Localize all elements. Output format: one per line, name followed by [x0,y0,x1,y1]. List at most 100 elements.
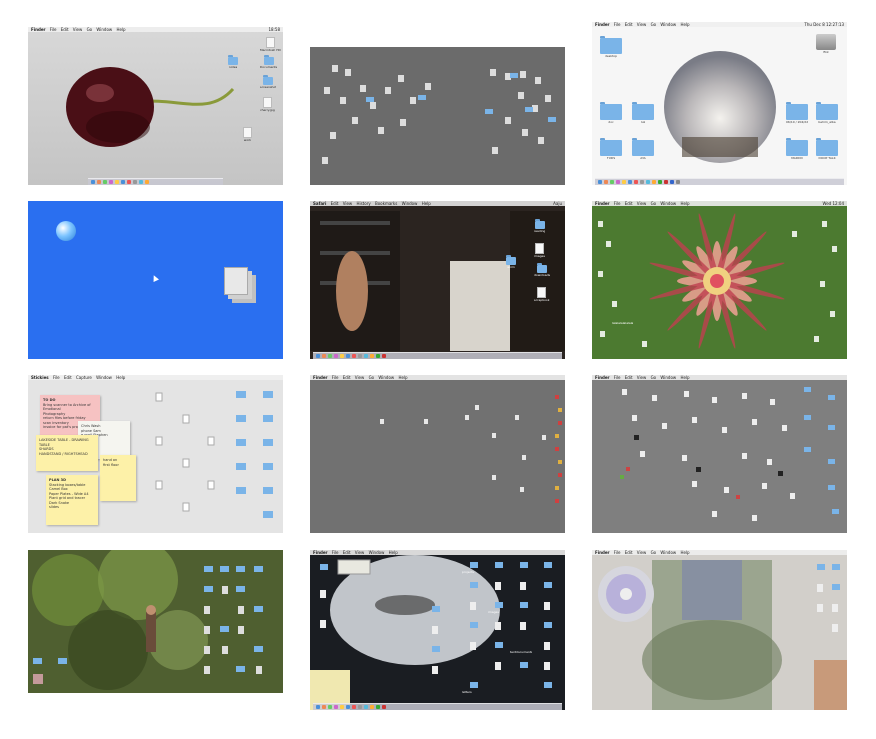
desktop-icon[interactable]: screenshot [260,75,276,89]
dock-app-icon[interactable] [664,180,668,184]
menu-edit[interactable]: Edit [63,375,72,380]
desktop-screenshot-photo-man[interactable]: Safari Edit View History Bookmarks Windo… [310,201,565,359]
menu-window[interactable]: Window [660,375,677,380]
desktop-screenshot-grey-sparse[interactable]: Finder File Edit View Go Window Help [310,375,565,533]
dock-app-icon[interactable] [340,354,344,358]
desktop-icon[interactable]: reading [534,219,545,233]
menu-file[interactable]: File [52,375,60,380]
dock-app-icon[interactable] [376,354,380,358]
desktop-icon[interactable]: cherry.jpg [260,97,275,112]
dock-app-icon[interactable] [364,705,368,709]
menu-view[interactable]: View [636,201,647,206]
menu-capture[interactable]: Capture [75,375,92,380]
menu-view[interactable]: View [636,550,647,555]
dock-app-icon[interactable] [382,705,386,709]
dock-app-icon[interactable] [346,354,350,358]
menu-go[interactable]: Go [650,550,657,555]
dock-app-icon[interactable] [91,180,95,184]
dock-app-icon[interactable] [652,180,656,184]
desktop-screenshot-forest[interactable] [28,550,283,693]
dock-app-icon[interactable] [370,354,374,358]
dock-app-icon[interactable] [328,705,332,709]
desktop-screenshot-portrait[interactable]: Finder File Edit View Window Help projec… [310,550,565,710]
dock-app-icon[interactable] [97,180,101,184]
menu-app[interactable]: Finder [595,550,610,555]
menu-window[interactable]: Window [660,550,677,555]
menu-window[interactable]: Window [660,22,677,27]
menu-view[interactable]: View [342,201,353,206]
dock-app-icon[interactable] [334,354,338,358]
menu-help[interactable]: Help [388,550,398,555]
menu-view[interactable]: View [636,22,647,27]
menu-app[interactable]: Finder [595,375,610,380]
desktop-screenshot-cd-collage[interactable]: Finder File Edit View Go Window Help [592,550,847,710]
desktop-icon[interactable]: notes [228,55,238,69]
dock-app-icon[interactable] [382,354,386,358]
menu-help[interactable]: Help [680,550,690,555]
desktop-folder[interactable]: AYA [632,138,654,160]
menu-edit[interactable]: Edit [60,27,69,32]
desktop-icon[interactable]: images [534,243,545,258]
desktop-screenshot-mandala[interactable]: Finder File Edit View Go Window Help Wed… [592,201,847,359]
menu-view[interactable]: View [354,375,365,380]
desktop-screenshot-sky-circle[interactable]: Finder File Edit View Go Window Help Thu… [592,22,847,185]
menu-help[interactable]: Help [680,22,690,27]
menu-app[interactable]: Finder [31,27,46,32]
dock-app-icon[interactable] [121,180,125,184]
dock-app-icon[interactable] [358,354,362,358]
menu-file[interactable]: File [613,550,621,555]
dock-app-icon[interactable] [316,354,320,358]
menu-file[interactable]: File [613,22,621,27]
desktop-folder[interactable]: MADDD [786,138,808,160]
dock-app-icon[interactable] [139,180,143,184]
menu-help[interactable]: Help [116,375,126,380]
dock-app-icon[interactable] [127,180,131,184]
menu-app[interactable]: Safari [313,201,327,206]
dock-app-icon[interactable] [316,705,320,709]
dock-app-icon[interactable] [109,180,113,184]
desktop-icon[interactable]: anim [506,255,516,269]
desktop-icon[interactable]: Macintosh HD [260,37,281,52]
menu-edit[interactable]: Edit [624,550,633,555]
menu-go[interactable]: Go [650,22,657,27]
dock-app-icon[interactable] [616,180,620,184]
desktop-folder[interactable]: tuk [632,102,654,124]
dock-app-icon[interactable] [670,180,674,184]
desktop-folder[interactable]: behim_alba [816,102,838,124]
dock-app-icon[interactable] [334,705,338,709]
menu-go[interactable]: Go [650,375,657,380]
desktop-icon[interactable]: work [243,127,252,142]
dock-app-icon[interactable] [598,180,602,184]
dock-app-icon[interactable] [352,354,356,358]
menu-file[interactable]: File [613,201,621,206]
menu-view[interactable]: View [636,375,647,380]
dock-app-icon[interactable] [364,354,368,358]
menu-edit[interactable]: Edit [342,550,351,555]
globe-icon[interactable] [56,221,76,241]
dock-app-icon[interactable] [640,180,644,184]
dock-app-icon[interactable] [646,180,650,184]
menu-help[interactable]: Help [421,201,431,206]
dock-app-icon[interactable] [358,705,362,709]
dock-app-icon[interactable] [628,180,632,184]
dock-app-icon[interactable] [322,705,326,709]
dock-app-icon[interactable] [604,180,608,184]
sticky-note[interactable]: hand on first floor [100,455,136,501]
dock-app-icon[interactable] [370,705,374,709]
dock-app-icon[interactable] [328,354,332,358]
menu-file[interactable]: File [331,375,339,380]
dock-app-icon[interactable] [352,705,356,709]
dock-app-icon[interactable] [103,180,107,184]
hard-disk[interactable]: fikk [816,34,836,54]
dock-app-icon[interactable] [634,180,638,184]
menu-edit[interactable]: Edit [624,375,633,380]
menu-go[interactable]: Go [368,375,375,380]
desktop-icon[interactable]: scrapbook [534,287,550,302]
dock-app-icon[interactable] [115,180,119,184]
desktop-screenshot-grey-scattered[interactable] [310,47,565,185]
menu-app[interactable]: Finder [595,201,610,206]
sticky-note[interactable]: LAKESIDE TABLE - DRAWING TABLE SHARDS HA… [36,435,98,471]
menu-file[interactable]: File [331,550,339,555]
menu-help[interactable]: Help [116,27,126,32]
menu-go[interactable]: Go [650,201,657,206]
